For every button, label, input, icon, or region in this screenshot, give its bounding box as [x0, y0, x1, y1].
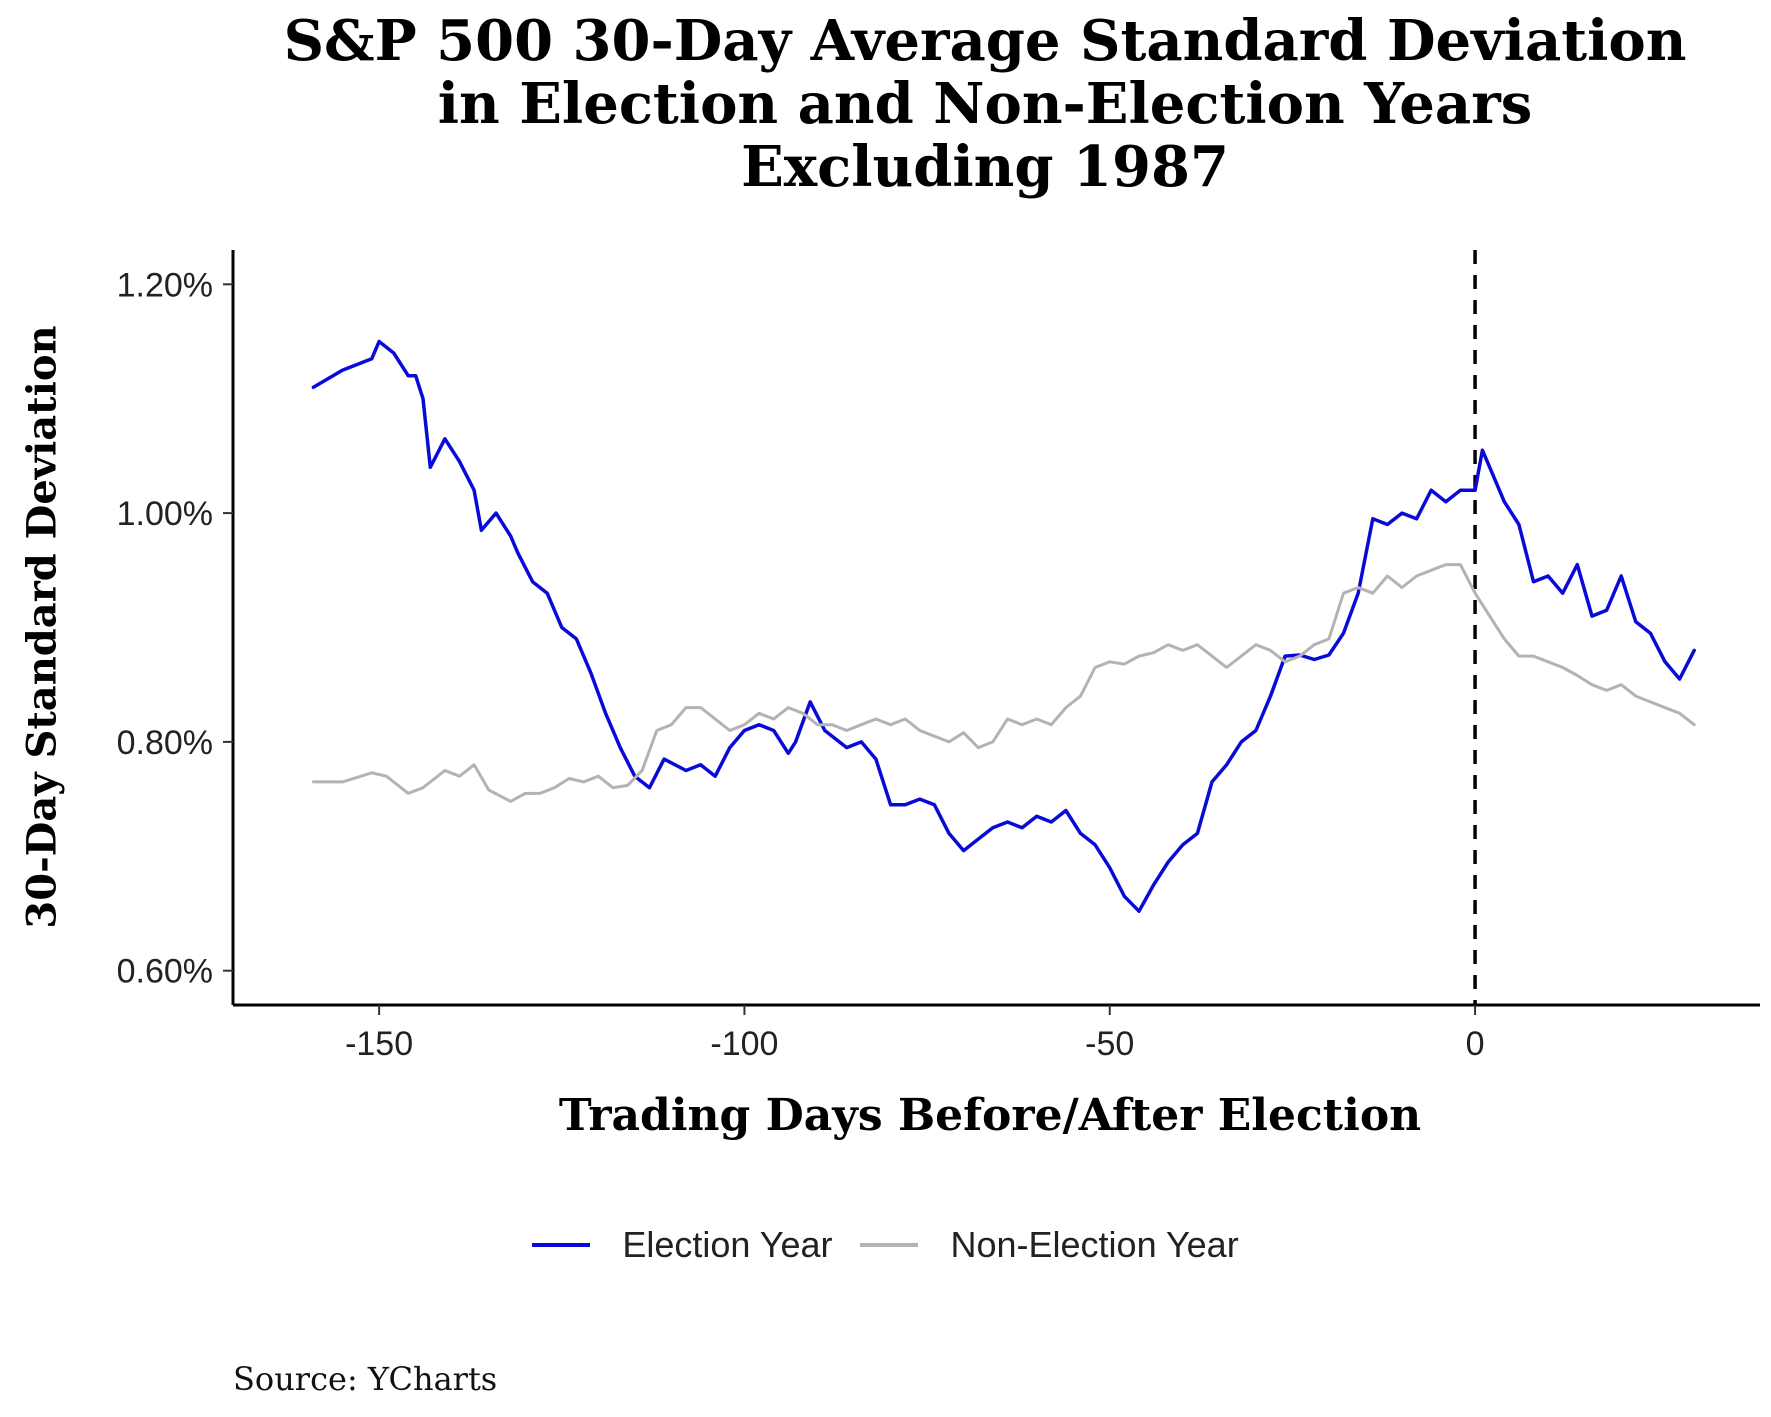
chart-title-line-3: Excluding 1987: [741, 134, 1229, 200]
x-axis-label: Trading Days Before/After Election: [558, 1090, 1422, 1141]
series-line-non-election-year: [311, 563, 1696, 803]
axes: [231, 250, 1760, 1007]
legend-label-non-election-year: Non-Election Year: [950, 1224, 1239, 1265]
y-tick-label: 0.80%: [117, 724, 213, 762]
x-tick-label: -50: [1085, 1025, 1134, 1063]
chart-title-line-2: in Election and Non-Election Years: [437, 71, 1533, 137]
axis-ticks: 0.60% 0.80% 1.00% 1.20% -150 -100 -50 0: [117, 266, 1485, 1063]
chart-title-line-1: S&P 500 30-Day Average Standard Deviatio…: [283, 8, 1687, 74]
x-tick-label: -150: [345, 1025, 413, 1063]
x-tick-label: -100: [710, 1025, 778, 1063]
legend-item-election-year: Election Year: [532, 1224, 832, 1266]
x-tick-label: 0: [1466, 1025, 1485, 1063]
chart-title: S&P 500 30-Day Average Standard Deviatio…: [210, 10, 1760, 199]
legend-item-non-election-year: Non-Election Year: [860, 1224, 1239, 1266]
y-axis-label: 30-Day Standard Deviation: [18, 325, 66, 929]
series-line-election-year: [311, 339, 1696, 913]
legend-label-election-year: Election Year: [622, 1224, 833, 1265]
legend-swatch-election-year: [532, 1243, 591, 1247]
legend: Election Year Non-Election Year: [0, 1224, 1771, 1266]
legend-swatch-non-election-year: [860, 1243, 919, 1247]
y-tick-label: 0.60%: [117, 953, 213, 991]
y-tick-label: 1.00%: [117, 495, 213, 533]
source-note: Source: YCharts: [233, 1360, 498, 1398]
series-lines: [311, 339, 1696, 913]
y-tick-label: 1.20%: [117, 266, 213, 304]
